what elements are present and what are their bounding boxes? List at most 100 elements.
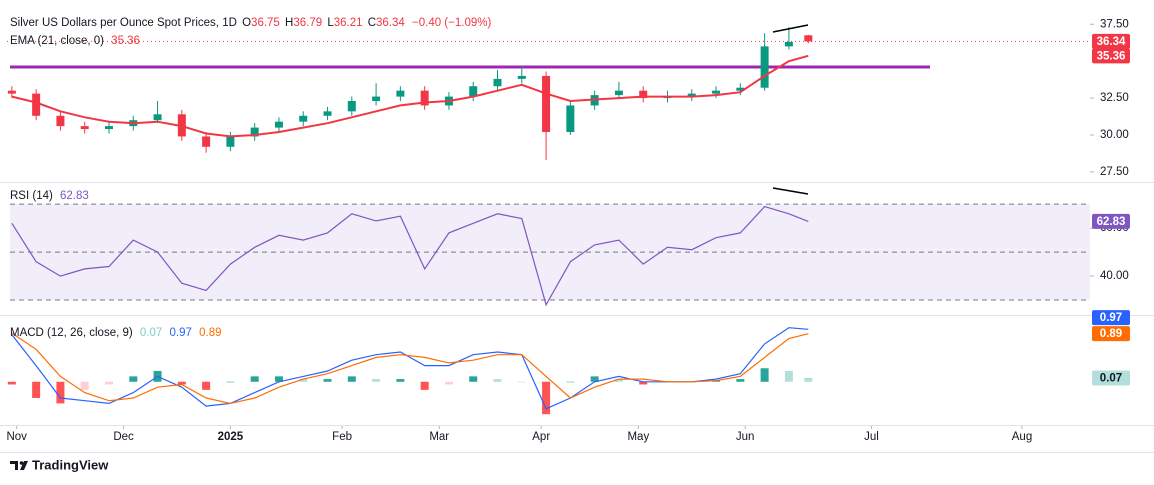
x-tick-label: Nov (6, 431, 27, 443)
candle-body (566, 105, 575, 133)
macd-name: MACD (12, 26, close, 9) (10, 327, 133, 339)
candle-body (153, 114, 162, 121)
histogram-bar (493, 379, 502, 382)
candle-body (493, 78, 502, 87)
y-tick-label: 27.50 (1100, 166, 1129, 178)
histogram-bar (760, 368, 769, 382)
candle-body (80, 126, 89, 130)
x-tick-label: May (627, 431, 649, 443)
plot-layer: 37.5032.5030.0027.5036.3435.3660.0040.00… (6, 18, 1130, 443)
rsi-legend: RSI (14) 62.83 (10, 190, 89, 202)
candle-body (7, 90, 16, 94)
ohlc-value: 36.21 (334, 17, 363, 29)
x-tick-label: 2025 (218, 431, 244, 443)
ema-legend: EMA (21, close, 0) 35.36 (10, 35, 140, 47)
candle-body (760, 46, 769, 88)
x-tick-label: Mar (429, 431, 449, 443)
candle-body (687, 93, 696, 97)
candle-body (372, 96, 381, 102)
ema-line (11, 54, 809, 138)
ohlc-name: C (368, 17, 376, 29)
ema-value: 35.36 (111, 35, 140, 47)
macd-value: 0.97 (170, 327, 192, 339)
histogram-bar (372, 379, 381, 382)
histogram-bar (736, 379, 745, 382)
candle-body (469, 86, 478, 97)
histogram-bar (639, 381, 648, 385)
candle-body (202, 136, 211, 147)
histogram-bar (804, 377, 813, 382)
histogram-bar (250, 376, 259, 382)
signal-line (11, 332, 809, 405)
histogram-bar (80, 381, 89, 390)
price-label-text: 0.97 (1100, 312, 1122, 324)
rsi-line (11, 205, 809, 307)
price-label-text: 0.07 (1100, 373, 1122, 385)
histogram-bar (517, 381, 526, 383)
price-label (1092, 33, 1130, 49)
histogram-bar (469, 376, 478, 382)
logo-shape (10, 461, 18, 470)
histogram-bar (274, 376, 283, 382)
candle-body (32, 93, 41, 116)
trend-annotation (772, 24, 809, 33)
histogram-bar (129, 376, 138, 382)
candle-body (784, 41, 793, 47)
candle-body (323, 111, 332, 116)
candle-body (104, 126, 113, 130)
histogram-bar (784, 370, 793, 382)
candle-body (804, 35, 813, 42)
price-label (1092, 370, 1130, 386)
y-tick-label: 32.50 (1100, 92, 1129, 104)
ohlc-value: 36.34 (376, 17, 405, 29)
histogram-bar (347, 376, 356, 382)
ohlc-name: H (285, 17, 293, 29)
histogram-bar (104, 381, 113, 385)
ohlc-value: 36.79 (293, 17, 322, 29)
candle-body (542, 75, 551, 133)
hist-value: 0.07 (140, 327, 162, 339)
macd-legend: MACD (12, 26, close, 9) 0.07 0.97 0.89 (10, 327, 222, 339)
price-label-text: 35.36 (1097, 50, 1126, 62)
symbol-title: Silver US Dollars per Ounce Spot Prices,… (10, 17, 237, 29)
candle-body (639, 90, 648, 99)
x-tick-label: Jun (736, 431, 755, 443)
logo-shape (19, 461, 24, 465)
histogram-bar (542, 381, 551, 415)
brand-name: TradingView (32, 457, 109, 472)
candle-body (517, 75, 526, 79)
x-tick-label: Dec (113, 431, 134, 443)
histogram-bar (590, 376, 599, 382)
signal-value: 0.89 (199, 327, 221, 339)
x-tick-label: Apr (532, 431, 550, 443)
ohlc-value: 36.75 (251, 17, 280, 29)
candle-body (347, 101, 356, 112)
change: −0.40 (−1.09%) (412, 17, 491, 29)
candle-body (274, 121, 283, 128)
x-tick-label: Jul (864, 431, 879, 443)
histogram-bar (32, 381, 41, 398)
histogram-bar (177, 381, 186, 385)
price-label (1092, 326, 1130, 342)
histogram-bar (323, 379, 332, 382)
histogram-bar (444, 381, 453, 385)
candle-body (712, 90, 721, 94)
ohlc-name: L (327, 17, 334, 29)
histogram-bar (202, 381, 211, 390)
histogram-bar (396, 379, 405, 382)
candle-body (299, 115, 308, 122)
candle-body (56, 115, 65, 127)
histogram-bar (226, 381, 235, 383)
y-tick-label: 37.50 (1100, 18, 1129, 30)
y-tick-label: 40.00 (1100, 270, 1129, 282)
trend-annotation (772, 187, 809, 195)
price-label (1092, 213, 1130, 229)
histogram-bar (299, 379, 308, 382)
candle-body (736, 87, 745, 91)
price-label-text: 62.83 (1097, 216, 1126, 228)
candle-body (250, 127, 259, 137)
price-label-text: 0.89 (1100, 328, 1122, 340)
histogram-bar (614, 379, 623, 382)
